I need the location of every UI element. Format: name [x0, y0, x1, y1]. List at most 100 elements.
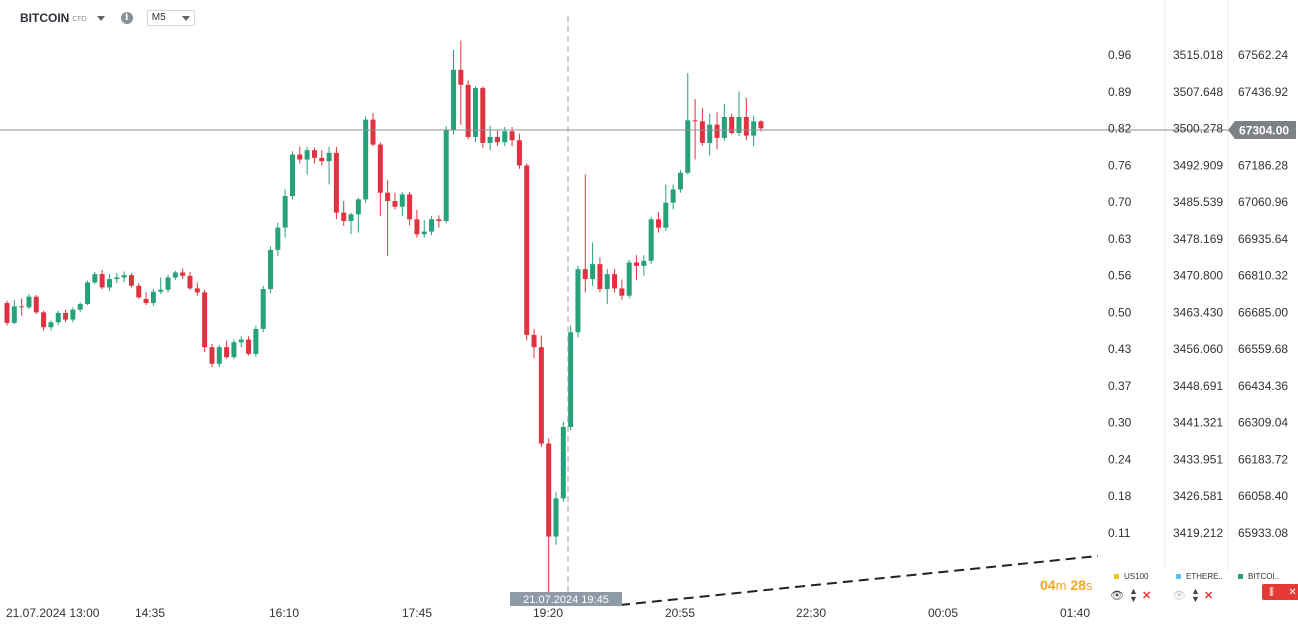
candle-body [670, 189, 676, 203]
axis-tick-label: 67562.24 [1238, 48, 1288, 62]
candle [348, 212, 354, 235]
axis-tick-label: 0.76 [1108, 158, 1132, 172]
timeframe-select[interactable]: M5 [146, 10, 195, 26]
candle [758, 120, 764, 132]
candle-body [333, 152, 339, 213]
axis-tick-label: 3492.909 [1173, 158, 1223, 172]
candle [487, 125, 493, 151]
candle-body [348, 214, 354, 221]
candle-body [429, 219, 435, 232]
candle-body [180, 272, 186, 276]
candle [4, 300, 10, 326]
candle [436, 215, 442, 228]
candle [209, 343, 215, 368]
candle-body [480, 88, 486, 143]
close-icon[interactable]: ✕ [1141, 589, 1152, 602]
candle [289, 151, 295, 200]
candle [670, 184, 676, 210]
candle [736, 91, 742, 137]
candle-body [707, 124, 713, 143]
candle-body [224, 347, 230, 358]
candle [238, 336, 244, 348]
axis-tick-label: 67060.96 [1238, 195, 1288, 209]
candle-body [758, 121, 764, 129]
candle-body [326, 152, 332, 162]
candle [341, 201, 347, 226]
candle [194, 282, 200, 296]
current-price-value: 67304.00 [1239, 124, 1289, 138]
legend-label: ETHERE.. [1186, 572, 1223, 581]
candle-body [626, 262, 632, 296]
candle-body [33, 296, 39, 313]
active-instrument-controls: ⫼ ✕ [1262, 584, 1298, 600]
candle-body [546, 443, 552, 537]
axis-tick-label: 0.70 [1108, 195, 1132, 209]
candle [407, 192, 413, 226]
candles-icon[interactable]: ⫼ [1269, 586, 1274, 598]
eye-icon[interactable]: 👁 [1110, 589, 1124, 602]
candle-body [692, 120, 698, 122]
eye-icon[interactable]: 👁 [1172, 589, 1186, 602]
instrument-name[interactable]: BITCOIN [20, 11, 70, 25]
candle [414, 210, 420, 238]
candle [158, 277, 164, 295]
candle [26, 294, 32, 309]
move-up-down-icon[interactable]: ▲ ▼ [1190, 586, 1200, 604]
countdown-seconds: 28 [1070, 577, 1086, 593]
candle [172, 270, 178, 280]
candle [582, 174, 588, 293]
close-icon[interactable]: ✕ [1203, 589, 1214, 602]
candle-body [451, 69, 457, 130]
candle-body [407, 194, 413, 220]
candle [216, 344, 222, 368]
time-tick-label: 16:10 [269, 606, 299, 620]
axis-tick-label: 0.82 [1108, 122, 1132, 136]
info-icon[interactable]: i [120, 12, 133, 24]
crosshair-time-label: 21.07.2024 19:45 [510, 592, 622, 606]
candle [297, 146, 303, 164]
candle-body [560, 426, 566, 499]
countdown-minutes: 04 [1040, 577, 1056, 593]
candle-body [136, 285, 142, 298]
candle [743, 98, 749, 141]
candle [494, 129, 500, 147]
candle-body [699, 121, 705, 143]
move-up-down-icon[interactable]: ▲ ▼ [1128, 586, 1138, 604]
candle [465, 80, 471, 140]
candle [275, 222, 281, 256]
candle-body [538, 347, 544, 444]
axis-tick-label: 0.37 [1108, 379, 1132, 393]
candle-body [114, 277, 120, 280]
axis-tick-label: 67186.28 [1238, 158, 1288, 172]
candle-body [729, 116, 735, 133]
axis-tick-label: 3456.060 [1173, 342, 1223, 356]
candle [106, 274, 112, 291]
candle-body [531, 334, 537, 348]
axis-tick-label: 65933.08 [1238, 526, 1288, 540]
candle [699, 108, 705, 146]
trend-line-drawing[interactable] [619, 555, 1099, 606]
us100-color-swatch [1114, 574, 1119, 579]
candle [685, 73, 691, 175]
candle [480, 86, 486, 148]
candle-body [165, 277, 171, 290]
axis-tick-label: 0.18 [1108, 489, 1132, 503]
candle-body [568, 332, 574, 427]
axis-tick-label: 0.63 [1108, 232, 1132, 246]
time-tick-label: 01:40 [1060, 606, 1090, 620]
candle-body [509, 131, 515, 141]
candle-body [311, 150, 317, 158]
candle [304, 146, 310, 175]
close-icon[interactable]: ✕ [1288, 586, 1297, 598]
candle-body [604, 274, 610, 290]
candle [443, 126, 449, 224]
candle-body [187, 275, 193, 289]
chevron-down-icon [181, 16, 190, 21]
candle-body [260, 289, 266, 329]
instrument-dropdown-chevron-icon[interactable] [96, 15, 105, 21]
candle [634, 255, 640, 280]
candle-body [268, 249, 274, 290]
candle-body [363, 119, 369, 200]
axis-tick-label: 3478.169 [1173, 232, 1223, 246]
